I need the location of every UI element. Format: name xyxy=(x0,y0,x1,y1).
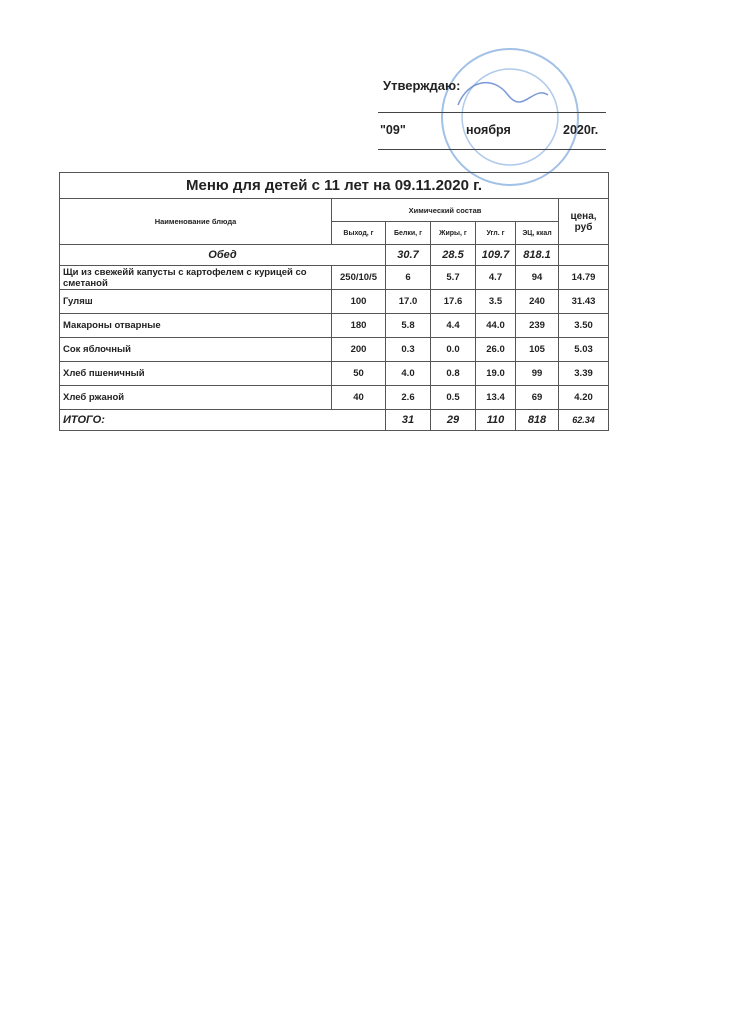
cell-yield: 100 xyxy=(331,289,386,314)
cell-protein: 6 xyxy=(385,265,431,290)
table-row: Хлеб ржаной 40 2.6 0.5 13.4 69 4.20 xyxy=(59,385,610,410)
table-row: Сок яблочный 200 0.3 0.0 26.0 105 5.03 xyxy=(59,337,610,362)
cell-yield: 50 xyxy=(331,361,386,386)
cell-protein: 0.3 xyxy=(385,337,431,362)
header-name: Наименование блюда xyxy=(59,198,332,245)
cell-protein: 17.0 xyxy=(385,289,431,314)
cell-carbs: 3.5 xyxy=(475,289,516,314)
cell-name: Гуляш xyxy=(59,289,332,314)
total-protein: 31 xyxy=(385,409,431,431)
total-label: ИТОГО: xyxy=(59,409,386,431)
cell-energy: 239 xyxy=(515,313,559,338)
cell-name: Хлеб пшеничный xyxy=(59,361,332,386)
cell-name: Макароны отварные xyxy=(59,313,332,338)
total-fat: 29 xyxy=(430,409,476,431)
cell-carbs: 26.0 xyxy=(475,337,516,362)
section-label: Обед xyxy=(59,244,386,266)
cell-carbs: 44.0 xyxy=(475,313,516,338)
cell-protein: 5.8 xyxy=(385,313,431,338)
date-line xyxy=(378,149,606,150)
header-carbs: Угл. г xyxy=(475,221,516,245)
approval-day: "09" xyxy=(380,123,406,137)
cell-name: Сок яблочный xyxy=(59,337,332,362)
table-row: Хлеб пшеничный 50 4.0 0.8 19.0 99 3.39 xyxy=(59,361,610,386)
cell-fat: 0.0 xyxy=(430,337,476,362)
cell-protein: 2.6 xyxy=(385,385,431,410)
cell-price: 5.03 xyxy=(557,337,610,362)
total-energy: 818 xyxy=(515,409,559,431)
table-row: Гуляш 100 17.0 17.6 3.5 240 31.43 xyxy=(59,289,610,314)
header-protein: Белки, г xyxy=(385,221,431,245)
section-carbs: 109.7 xyxy=(475,244,516,266)
approval-month: ноября xyxy=(466,123,511,137)
cell-fat: 5.7 xyxy=(430,265,476,290)
cell-yield: 250/10/5 xyxy=(331,265,386,290)
approval-label: Утверждаю: xyxy=(383,78,461,93)
cell-fat: 17.6 xyxy=(430,289,476,314)
cell-fat: 4.4 xyxy=(430,313,476,338)
cell-name: Хлеб ржаной xyxy=(59,385,332,410)
header-fat: Жиры, г xyxy=(430,221,476,245)
cell-yield: 200 xyxy=(331,337,386,362)
cell-energy: 69 xyxy=(515,385,559,410)
section-price xyxy=(557,244,610,266)
section-energy: 818.1 xyxy=(515,244,559,266)
cell-energy: 240 xyxy=(515,289,559,314)
menu-table: Меню для детей с 11 лет на 09.11.2020 г.… xyxy=(58,172,610,431)
table-row: Щи из свежейй капусты с картофелем с кур… xyxy=(59,265,610,290)
cell-price: 31.43 xyxy=(557,289,610,314)
cell-price: 14.79 xyxy=(557,265,610,290)
header-chem: Химический состав xyxy=(331,198,559,222)
cell-carbs: 13.4 xyxy=(475,385,516,410)
cell-fat: 0.5 xyxy=(430,385,476,410)
cell-price: 3.39 xyxy=(557,361,610,386)
cell-price: 4.20 xyxy=(557,385,610,410)
total-price: 62.34 xyxy=(557,409,610,431)
cell-carbs: 4.7 xyxy=(475,265,516,290)
cell-energy: 94 xyxy=(515,265,559,290)
menu-title: Меню для детей с 11 лет на 09.11.2020 г. xyxy=(58,172,610,199)
cell-energy: 105 xyxy=(515,337,559,362)
section-row: Обед 30.7 28.5 109.7 818.1 xyxy=(59,244,610,266)
cell-price: 3.50 xyxy=(557,313,610,338)
cell-energy: 99 xyxy=(515,361,559,386)
approval-year: 2020г. xyxy=(563,123,599,137)
header-yield: Выход, г xyxy=(331,221,386,245)
cell-name: Щи из свежейй капусты с картофелем с кур… xyxy=(59,265,332,290)
section-fat: 28.5 xyxy=(430,244,476,266)
cell-protein: 4.0 xyxy=(385,361,431,386)
section-protein: 30.7 xyxy=(385,244,431,266)
total-carbs: 110 xyxy=(475,409,516,431)
header-energy: ЭЦ, ккал xyxy=(515,221,559,245)
table-row: Макароны отварные 180 5.8 4.4 44.0 239 3.50 xyxy=(59,313,610,338)
cell-carbs: 19.0 xyxy=(475,361,516,386)
total-row: ИТОГО: 31 29 110 818 62.34 xyxy=(59,409,610,431)
cell-fat: 0.8 xyxy=(430,361,476,386)
header-price: цена, руб xyxy=(557,198,610,245)
cell-yield: 40 xyxy=(331,385,386,410)
signature-line xyxy=(378,112,606,113)
cell-yield: 180 xyxy=(331,313,386,338)
